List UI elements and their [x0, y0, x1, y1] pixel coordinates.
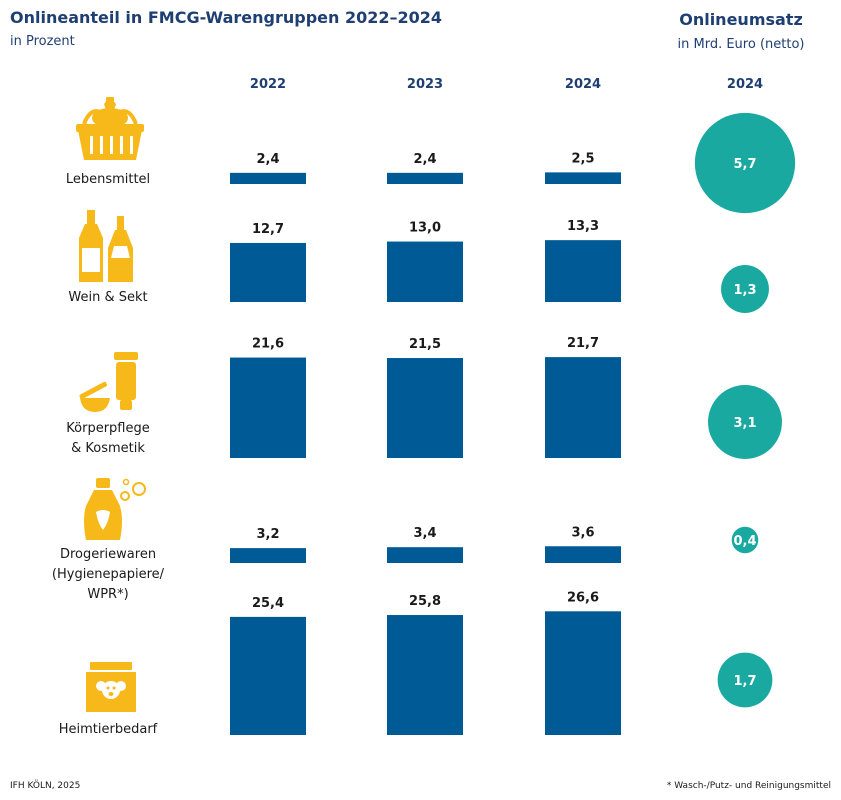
category-label-drogeriewaren: Drogeriewaren (Hygienepapiere/ WPR*): [28, 545, 188, 605]
bar-2022-0: [230, 172, 306, 184]
category-label-line: & Kosmetik: [71, 441, 145, 456]
bar-2024-4: [545, 611, 621, 735]
bar-2024-3: [545, 546, 621, 563]
category-label-line: Körperpflege: [66, 421, 150, 436]
bar-2022-3: [230, 548, 306, 563]
bar-2024-1: [545, 240, 621, 302]
category-label-line: Lebensmittel: [65, 172, 151, 187]
category-label-line: Wein & Sekt: [68, 290, 148, 305]
year-header-2024: 2024: [565, 77, 601, 92]
revenue-bubble-label: 1,3: [733, 283, 756, 298]
bar-value-label: 2,4: [256, 152, 279, 167]
bars-group: 2,4 12,7 21,6 3,2 25,4 2,4 13,0 21,5 3,4 25,8 2,5 1…: [230, 151, 621, 735]
revenue-bubble-label: 3,1: [733, 416, 756, 431]
bar-value-label: 26,6: [567, 590, 599, 605]
revenue-title: Onlineumsatz: [679, 10, 803, 29]
bar-value-label: 13,0: [409, 221, 441, 236]
revenue-bubble-0: [694, 112, 796, 214]
revenue-bubble-2: [708, 385, 782, 459]
cosmetics-icon: [79, 352, 138, 412]
bar-value-label: 3,2: [256, 527, 279, 542]
bar-2022-4: [230, 616, 306, 735]
bar-2023-0: [387, 172, 463, 184]
category-label-koerperpflege: Körperpflege & Kosmetik: [28, 419, 188, 459]
revenue-bubble-label: 0,4: [733, 534, 756, 549]
revenue-bubble-4: [717, 652, 773, 708]
bar-2022-1: [230, 242, 306, 302]
category-label-line: WPR*): [87, 587, 129, 602]
revenue-subtitle: in Mrd. Euro (netto): [677, 37, 805, 52]
category-label-line: (Hygienepapiere/: [51, 567, 165, 582]
category-label-lebensmittel: Lebensmittel: [28, 170, 188, 190]
bar-2023-2: [387, 358, 463, 458]
bar-2024-2: [545, 357, 621, 458]
bar-value-label: 21,5: [409, 337, 441, 352]
bar-value-label: 21,7: [567, 336, 599, 351]
year-header-2022: 2022: [250, 77, 286, 92]
category-label-line: Drogeriewaren: [59, 547, 157, 562]
revenue-bubble-label: 1,7: [733, 674, 756, 689]
bar-value-label: 12,7: [252, 222, 284, 237]
bar-value-label: 25,8: [409, 594, 441, 609]
chart-title: Onlineanteil in FMCG-Warengruppen 2022–2…: [10, 8, 443, 27]
bar-value-label: 25,4: [252, 596, 284, 611]
footnote: * Wasch-/Putz- und Reinigungsmittel: [666, 781, 831, 791]
year-header-2023: 2023: [407, 77, 443, 92]
pet-food-bag-icon: [86, 662, 136, 712]
revenue-bubble-3: [731, 526, 759, 554]
revenue-bubble-1: [721, 265, 769, 313]
bar-2022-2: [230, 357, 306, 458]
bar-value-label: 2,5: [571, 151, 594, 166]
bar-value-label: 3,6: [571, 525, 594, 540]
bubbles-group: 5,7 1,3 3,1 0,4 1,7: [694, 112, 796, 708]
bar-2023-4: [387, 615, 463, 735]
icons-group: [76, 97, 146, 712]
bar-value-label: 13,3: [567, 219, 599, 234]
bar-value-label: 3,4: [413, 526, 436, 541]
bar-value-label: 2,4: [413, 152, 436, 167]
bottles-icon: [79, 210, 133, 282]
basket-icon: [76, 97, 144, 160]
category-label-wein-sekt: Wein & Sekt: [28, 288, 188, 308]
year-headers: 2022 2023 2024 2024: [250, 77, 763, 92]
bar-value-label: 21,6: [252, 337, 284, 352]
detergent-bottle-icon: [84, 478, 146, 540]
bar-2023-1: [387, 241, 463, 302]
bar-2023-3: [387, 547, 463, 563]
source-footer: IFH KÖLN, 2025: [10, 781, 81, 791]
revenue-year-header: 2024: [727, 77, 763, 92]
bar-2024-0: [545, 172, 621, 184]
chart-subtitle: in Prozent: [10, 34, 75, 49]
category-label-line: Heimtierbedarf: [58, 722, 158, 737]
revenue-bubble-label: 5,7: [733, 157, 756, 172]
category-label-heimtierbedarf: Heimtierbedarf: [28, 720, 188, 740]
